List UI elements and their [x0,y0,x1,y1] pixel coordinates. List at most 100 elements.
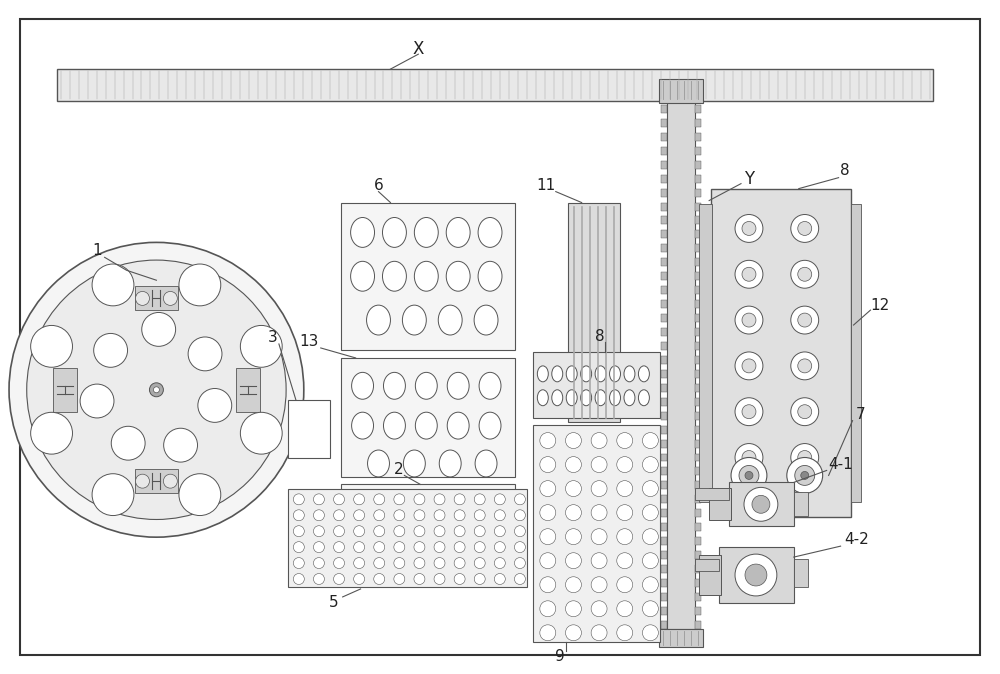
Circle shape [474,510,485,521]
Circle shape [394,510,405,521]
Circle shape [354,557,365,569]
Bar [341,358,515,477]
Circle shape [92,264,134,306]
Circle shape [313,494,324,505]
Circle shape [313,557,324,569]
Ellipse shape [479,372,501,399]
Bar [695,272,701,280]
Circle shape [414,526,425,537]
Bar [851,204,861,502]
Circle shape [591,456,607,472]
Circle shape [642,481,658,497]
Circle shape [494,494,505,505]
Circle shape [514,526,525,537]
Bar [661,147,667,155]
Circle shape [791,306,819,334]
Text: 3: 3 [268,330,278,346]
Circle shape [179,474,221,516]
Circle shape [354,526,365,537]
Bar [699,204,712,502]
Ellipse shape [414,262,438,291]
Circle shape [454,574,465,584]
Bar [695,412,701,420]
Ellipse shape [475,450,497,477]
Circle shape [642,577,658,592]
Bar [695,119,701,127]
Bar [661,551,667,559]
Circle shape [565,601,581,617]
Circle shape [80,384,114,418]
Circle shape [334,510,345,521]
Ellipse shape [354,535,372,557]
Circle shape [739,466,759,485]
Bar [288,400,330,458]
Bar [695,216,701,224]
Ellipse shape [352,412,374,439]
Circle shape [414,542,425,553]
Circle shape [374,526,385,537]
Circle shape [565,577,581,592]
Circle shape [92,474,134,516]
Text: 8: 8 [595,328,604,344]
Circle shape [293,510,304,521]
Circle shape [742,450,756,464]
Circle shape [394,542,405,553]
Bar [719,547,794,603]
Circle shape [617,625,633,641]
Circle shape [514,494,525,505]
Circle shape [798,268,812,281]
Bar [695,481,701,489]
Circle shape [111,426,145,460]
Bar [661,439,667,448]
Circle shape [735,398,763,426]
Ellipse shape [474,305,498,335]
Bar [661,314,667,322]
Bar [695,133,701,141]
Circle shape [354,494,365,505]
Bar [695,426,701,433]
Circle shape [374,557,385,569]
Ellipse shape [402,305,426,335]
Circle shape [565,528,581,545]
Ellipse shape [383,372,405,399]
Circle shape [514,542,525,553]
Bar [695,286,701,294]
Ellipse shape [385,499,403,521]
Text: Y: Y [744,170,754,187]
Ellipse shape [537,366,548,381]
Bar [661,370,667,378]
Bar [695,370,701,378]
Bar [661,189,667,197]
Bar [695,439,701,448]
Circle shape [454,542,465,553]
Bar [53,368,77,412]
Ellipse shape [385,535,403,557]
Ellipse shape [638,390,649,406]
Bar [661,356,667,364]
Circle shape [414,510,425,521]
Circle shape [136,474,149,488]
Ellipse shape [383,412,405,439]
Circle shape [742,268,756,281]
Bar [661,593,667,601]
Circle shape [434,542,445,553]
Circle shape [642,456,658,472]
Circle shape [293,542,304,553]
Bar [661,175,667,183]
Bar [661,119,667,127]
Circle shape [474,574,485,584]
Ellipse shape [552,390,563,406]
Circle shape [514,574,525,584]
Ellipse shape [595,366,606,381]
Circle shape [617,553,633,569]
Bar [695,607,701,615]
Circle shape [142,313,176,346]
Circle shape [591,601,607,617]
Bar [661,133,667,141]
Circle shape [354,510,365,521]
Circle shape [394,526,405,537]
Circle shape [617,601,633,617]
Circle shape [735,352,763,380]
Circle shape [240,412,282,454]
Bar [695,468,701,475]
